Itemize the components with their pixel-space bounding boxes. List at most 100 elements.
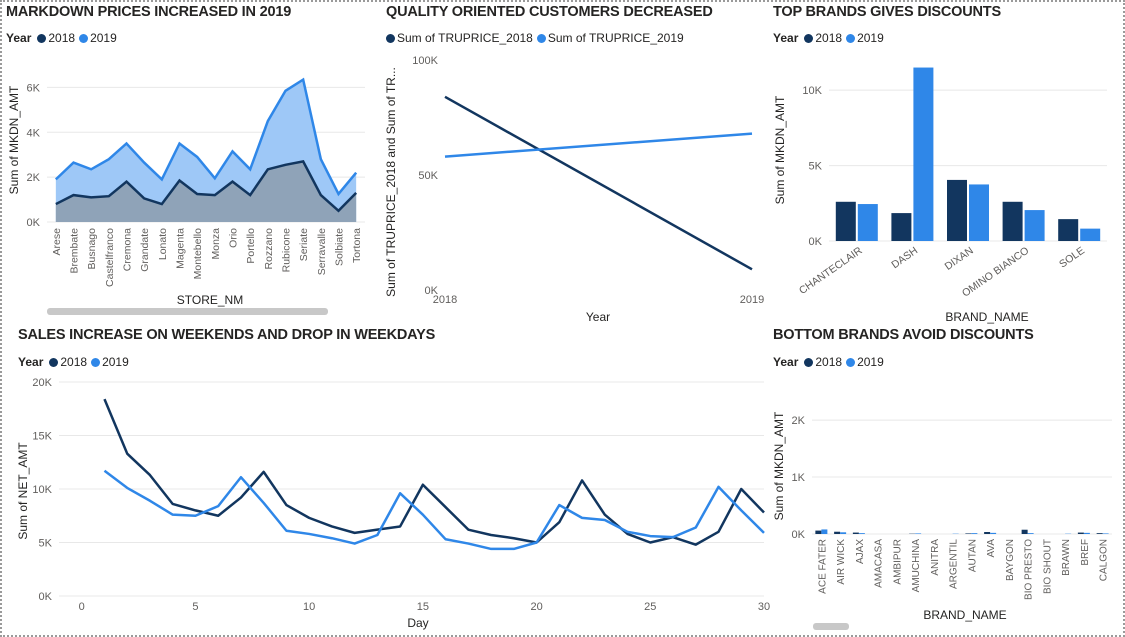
y-tick-label: 4K <box>27 127 41 139</box>
legend-label: 2019 <box>857 31 884 45</box>
markdown-area-chart[interactable]: 0K 2K 4K 6K Arese Brembate Busnago Castelfranco… <box>0 0 375 320</box>
bar-2018 <box>834 531 841 534</box>
bar-2019 <box>821 529 828 534</box>
chart-legend: Sum of TRUPRICE_2018 Sum of TRUPRICE_201… <box>386 31 688 45</box>
x-tick-label: 25 <box>644 601 656 613</box>
legend-item-2018[interactable]: 2018 <box>804 355 842 369</box>
x-tick-label: AUTAN <box>967 539 978 572</box>
legend-label: 2019 <box>857 355 884 369</box>
horizontal-scrollbar[interactable] <box>47 308 328 315</box>
horizontal-scrollbar[interactable] <box>813 623 849 630</box>
y-tick-label: 10K <box>802 85 822 97</box>
x-tick-label: 10 <box>303 601 315 613</box>
chart-title: TOP BRANDS GIVES DISCOUNTS <box>773 4 1001 20</box>
x-axis-title: Day <box>407 616 428 630</box>
y-tick-label: 5K <box>809 161 823 173</box>
y-axis-title: Sum of MKDN_AMT <box>772 411 786 520</box>
legend-item-truprice-2019[interactable]: Sum of TRUPRICE_2019 <box>536 31 684 45</box>
bottom-brands-bar-chart[interactable]: 0K 1K 2K ACE FATER AIR WICK AJAX AMACASA AMBIPU… <box>767 323 1122 633</box>
y-tick-label: 10K <box>32 484 52 496</box>
x-tick-label: DIXAN <box>943 245 976 273</box>
legend-item-truprice-2018[interactable]: Sum of TRUPRICE_2018 <box>386 31 533 45</box>
y-tick-label: 0K <box>27 217 41 229</box>
x-tick-label: Tortona <box>351 228 363 263</box>
bar-2018 <box>815 530 822 534</box>
bar-2019 <box>857 204 878 241</box>
y-axis-title: Sum of MKDN_AMT <box>773 95 787 204</box>
area-2018 <box>55 161 357 222</box>
y-tick-label: 20K <box>32 377 52 389</box>
bar-2018 <box>965 533 972 534</box>
x-tick-label: Serravalle <box>316 228 328 275</box>
bar-2019 <box>1080 228 1101 241</box>
legend-dot-2018 <box>804 33 814 43</box>
bar-2019 <box>969 184 989 241</box>
legend-item-2018[interactable]: 2018 <box>804 31 842 45</box>
x-axis-title: STORE_NM <box>177 293 243 307</box>
y-tick-label: 0K <box>809 236 823 248</box>
legend-item-2019[interactable]: 2019 <box>91 355 129 369</box>
y-axis-title: Sum of NET_AMT <box>16 442 30 540</box>
x-tick-label: Arese <box>51 228 63 256</box>
bar-2018 <box>891 213 912 241</box>
series-line-truprice-2018 <box>444 95 753 271</box>
legend-label: Sum of TRUPRICE_2019 <box>547 31 684 45</box>
y-axis-title: Sum of TRUPRICE_2018 and Sum of TR... <box>384 67 398 297</box>
legend-title: Year <box>773 31 799 45</box>
bottom-brands-chart-panel[interactable]: BOTTOM BRANDS AVOID DISCOUNTS Year 2018 … <box>767 323 1122 633</box>
x-tick-label: ACE FATER <box>817 539 828 594</box>
x-tick-label: ANITRA <box>930 539 941 576</box>
bar-2019 <box>971 533 978 534</box>
quality-line-chart[interactable]: 0K 50K 100K 2018 2019 Year Sum of TRUPRICE_201… <box>380 0 765 330</box>
y-axis-title: Sum of MKDN_AMT <box>7 85 21 194</box>
top-brands-chart-panel[interactable]: TOP BRANDS GIVES DISCOUNTS Year 2018 201… <box>767 0 1122 325</box>
x-tick-label: BIO PRESTO <box>1024 539 1035 600</box>
legend-item-2018[interactable]: 2018 <box>49 355 87 369</box>
y-tick-label: 2K <box>27 172 41 184</box>
x-tick-label: AMUCHINA <box>911 539 922 593</box>
legend-dot-2019 <box>846 33 856 43</box>
x-axis-title: BRAND_NAME <box>945 310 1028 324</box>
quality-chart-panel[interactable]: QUALITY ORIENTED CUSTOMERS DECREASED Sum… <box>380 0 765 330</box>
x-tick-label: Castelfranco <box>104 228 116 287</box>
bar-2019 <box>1024 210 1045 241</box>
bar-2018 <box>1002 201 1023 241</box>
bar-2019 <box>840 532 847 534</box>
legend-item-2018[interactable]: 2018 <box>37 31 75 45</box>
legend-label: 2018 <box>48 31 76 45</box>
chart-title: QUALITY ORIENTED CUSTOMERS DECREASED <box>386 4 713 20</box>
legend-item-2019[interactable]: 2019 <box>846 31 884 45</box>
x-tick-label: 5 <box>192 601 198 613</box>
x-tick-label: Grandate <box>139 228 151 272</box>
x-tick-label: Brembate <box>69 228 81 274</box>
x-tick-label: 30 <box>758 601 770 613</box>
y-tick-label: 100K <box>412 55 438 67</box>
y-tick-label: 0K <box>425 285 439 297</box>
chart-legend: Year 2018 2019 <box>773 31 888 45</box>
y-tick-label: 0K <box>792 529 806 541</box>
x-tick-label: 0 <box>79 601 85 613</box>
sales-line-chart[interactable]: 0K 5K 10K 15K 20K 0 5 10 15 20 25 30 Day Sum of NET_A… <box>12 323 770 633</box>
legend-item-2019[interactable]: 2019 <box>79 31 117 45</box>
x-tick-label: 2018 <box>433 294 457 306</box>
legend-dot-2018 <box>49 357 59 367</box>
legend-item-2019[interactable]: 2019 <box>846 355 884 369</box>
x-tick-label: AVA <box>986 539 997 558</box>
sales-chart-panel[interactable]: SALES INCREASE ON WEEKENDS AND DROP IN W… <box>12 323 770 633</box>
bar-2018 <box>1096 533 1103 534</box>
legend-label: 2018 <box>815 355 843 369</box>
legend-label: 2018 <box>815 31 843 45</box>
x-tick-label: AIR WICK <box>836 539 847 585</box>
markdown-chart-panel[interactable]: MARKDOWN PRICES INCREASED IN 2019 Year 2… <box>0 0 375 320</box>
y-tick-label: 15K <box>32 431 52 443</box>
legend-dot-2018 <box>804 357 814 367</box>
x-tick-label: Solbiate <box>334 228 346 266</box>
x-tick-label: Portello <box>245 228 257 264</box>
x-tick-label: Rozzano <box>263 228 275 270</box>
x-tick-label: CHANTECLAIR <box>797 244 865 297</box>
y-tick-label: 1K <box>792 472 806 484</box>
x-tick-label: SOLE <box>1057 245 1087 271</box>
y-tick-label: 6K <box>27 82 41 94</box>
